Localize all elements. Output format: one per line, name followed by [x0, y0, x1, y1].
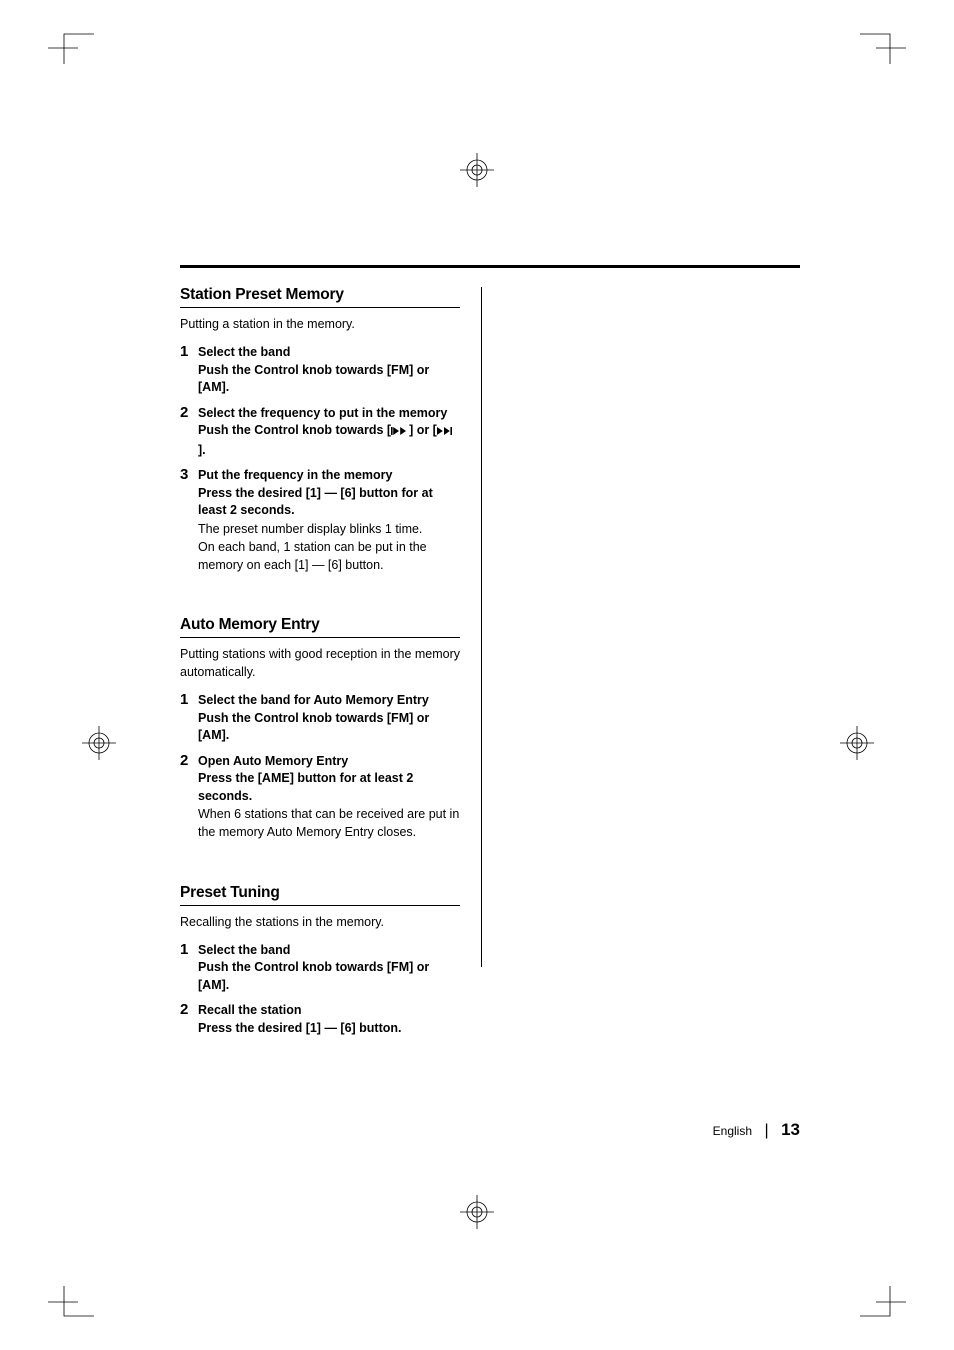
step-head: Select the band: [198, 942, 460, 960]
crop-mark-tl: [48, 18, 94, 64]
step-sub: Push the Control knob towards [FM] or [A…: [198, 959, 460, 994]
step: 1 Select the band for Auto Memory Entry …: [180, 692, 460, 745]
step-number: 3: [180, 467, 196, 574]
step-head: Recall the station: [198, 1002, 460, 1020]
section-intro: Putting stations with good reception in …: [180, 645, 460, 681]
step-number: 2: [180, 1002, 196, 1037]
step-head: Select the band for Auto Memory Entry: [198, 692, 460, 710]
step: 3 Put the frequency in the memory Press …: [180, 467, 460, 574]
skip-back-icon: [391, 424, 409, 442]
section-station-preset: Station Preset Memory Putting a station …: [180, 286, 460, 574]
step-sub: Push the Control knob towards [FM] or [A…: [198, 362, 460, 397]
page-footer: English | 13: [180, 1120, 800, 1209]
sub-mid: ] or [: [409, 423, 437, 437]
footer-divider: |: [764, 1122, 768, 1140]
section-auto-memory: Auto Memory Entry Putting stations with …: [180, 616, 460, 842]
step-head: Put the frequency in the memory: [198, 467, 460, 485]
step-head: Open Auto Memory Entry: [198, 753, 460, 771]
step-note: The preset number display blinks 1 time.…: [198, 520, 460, 574]
footer-language: English: [713, 1124, 752, 1138]
step-number: 1: [180, 344, 196, 397]
step-sub: Push the Control knob towards [FM] or [A…: [198, 710, 460, 745]
section-intro: Putting a station in the memory.: [180, 315, 460, 333]
sub-prefix: Push the Control knob towards [: [198, 423, 391, 437]
page-content: Station Preset Memory Putting a station …: [180, 265, 800, 1079]
skip-forward-icon: [437, 424, 455, 442]
left-column: Station Preset Memory Putting a station …: [180, 286, 460, 1037]
top-rule: [180, 265, 800, 268]
step-note: When 6 stations that can be received are…: [198, 805, 460, 841]
step-number: 2: [180, 753, 196, 842]
section-title: Preset Tuning: [180, 884, 460, 906]
crop-mark-bl: [48, 1286, 94, 1332]
section-preset-tuning: Preset Tuning Recalling the stations in …: [180, 884, 460, 1038]
step-head: Select the band: [198, 344, 460, 362]
crop-mark-tr: [860, 18, 906, 64]
step-number: 1: [180, 942, 196, 995]
step: 2 Select the frequency to put in the mem…: [180, 405, 460, 460]
section-intro: Recalling the stations in the memory.: [180, 913, 460, 931]
step: 2 Open Auto Memory Entry Press the [AME]…: [180, 753, 460, 842]
footer-page-number: 13: [781, 1120, 800, 1139]
step-sub: Push the Control knob towards [ ] or [].: [198, 422, 460, 459]
registration-mark-left: [82, 726, 116, 760]
step-sub: Press the [AME] button for at least 2 se…: [198, 770, 460, 805]
section-title: Auto Memory Entry: [180, 616, 460, 638]
column-divider: [481, 287, 482, 967]
step: 1 Select the band Push the Control knob …: [180, 344, 460, 397]
step: 2 Recall the station Press the desired […: [180, 1002, 460, 1037]
step-number: 2: [180, 405, 196, 460]
step: 1 Select the band Push the Control knob …: [180, 942, 460, 995]
sub-suffix: ].: [198, 443, 206, 457]
step-sub: Press the desired [1] — [6] button for a…: [198, 485, 460, 520]
registration-mark-right: [840, 726, 874, 760]
step-number: 1: [180, 692, 196, 745]
step-head: Select the frequency to put in the memor…: [198, 405, 460, 423]
crop-mark-br: [860, 1286, 906, 1332]
section-title: Station Preset Memory: [180, 286, 460, 308]
registration-mark-top: [460, 153, 494, 187]
step-sub: Press the desired [1] — [6] button.: [198, 1020, 460, 1038]
